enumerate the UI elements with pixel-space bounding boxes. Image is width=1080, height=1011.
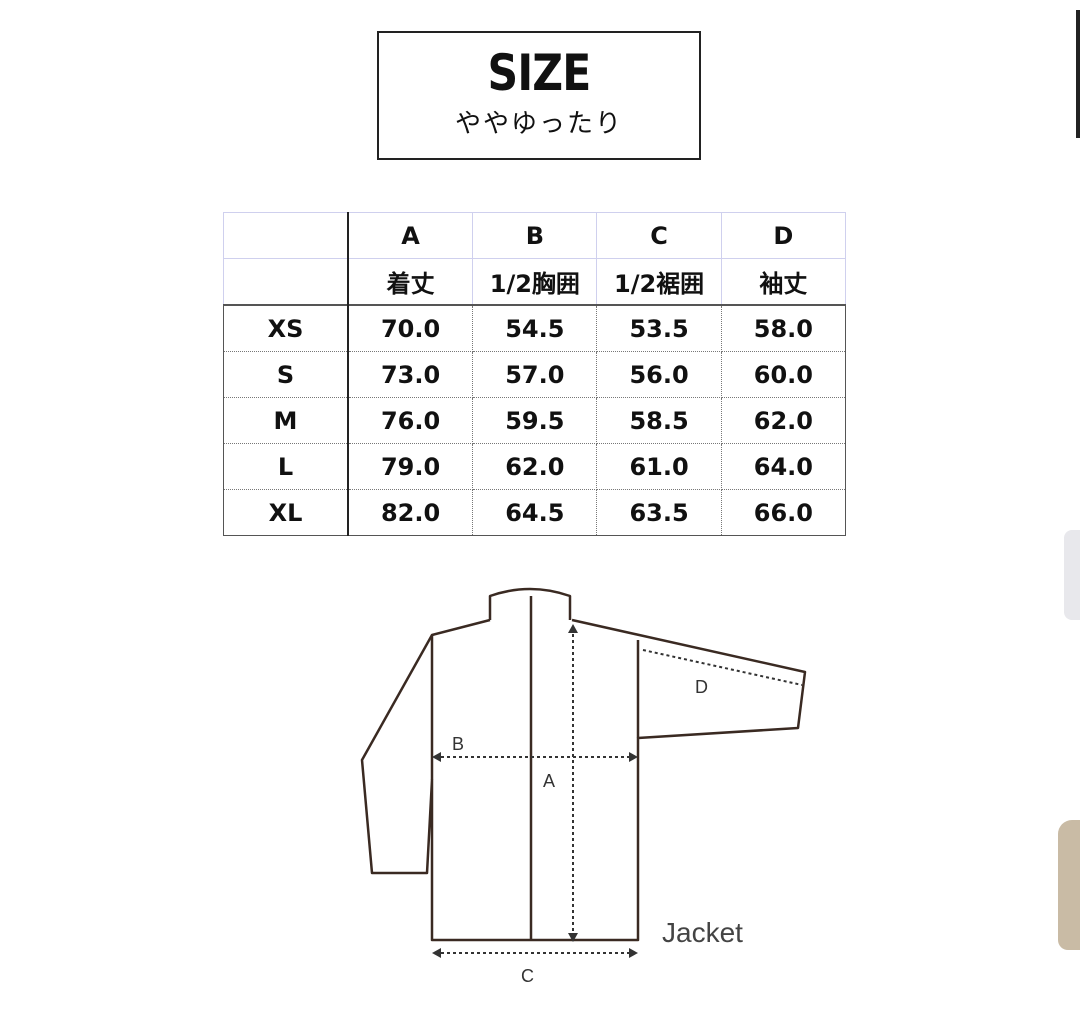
col-label: 1/2胸囲 <box>472 258 598 306</box>
col-letter: C <box>596 212 722 259</box>
label-c: C <box>521 966 534 986</box>
header-row-labels: 着丈 1/2胸囲 1/2裾囲 袖丈 <box>222 258 847 306</box>
value-cell: 76.0 <box>347 397 474 444</box>
value-cell: 57.0 <box>472 351 598 398</box>
table-row: XS 70.0 54.5 53.5 58.0 <box>222 304 847 352</box>
table-row: XL 82.0 64.5 63.5 66.0 <box>222 489 847 536</box>
header-row-letters: A B C D <box>222 212 847 259</box>
value-cell: 58.5 <box>596 397 722 444</box>
col-label: 袖丈 <box>720 258 847 306</box>
value-cell: 56.0 <box>596 351 722 398</box>
value-cell: 62.0 <box>720 397 847 444</box>
measurement-arrows <box>435 628 803 954</box>
label-b: B <box>452 734 464 754</box>
value-cell: 66.0 <box>720 489 847 536</box>
jacket-caption: Jacket <box>662 917 743 948</box>
size-header-box: SIZE ややゆったり <box>377 31 701 160</box>
right-edge-product-photo-beige <box>1058 820 1080 950</box>
col-letter: B <box>472 212 598 259</box>
size-cell: XS <box>222 304 349 352</box>
value-cell: 64.0 <box>720 443 847 490</box>
table-row: L 79.0 62.0 61.0 64.0 <box>222 443 847 490</box>
value-cell: 64.5 <box>472 489 598 536</box>
size-cell: XL <box>222 489 349 536</box>
label-a: A <box>543 771 555 791</box>
size-cell: S <box>222 351 349 398</box>
right-edge-bar <box>1076 10 1080 138</box>
value-cell: 53.5 <box>596 304 722 352</box>
value-cell: 79.0 <box>347 443 474 490</box>
label-d: D <box>695 677 708 697</box>
value-cell: 73.0 <box>347 351 474 398</box>
size-title: SIZE <box>487 44 592 102</box>
table-row: S 73.0 57.0 56.0 60.0 <box>222 351 847 398</box>
size-cell: M <box>222 397 349 444</box>
table-row: M 76.0 59.5 58.5 62.0 <box>222 397 847 444</box>
arrow-d <box>642 649 803 686</box>
value-cell: 70.0 <box>347 304 474 352</box>
value-cell: 60.0 <box>720 351 847 398</box>
value-cell: 62.0 <box>472 443 598 490</box>
value-cell: 63.5 <box>596 489 722 536</box>
right-edge-product-photo-white <box>1064 530 1080 620</box>
value-cell: 54.5 <box>472 304 598 352</box>
col-label: 着丈 <box>347 258 474 306</box>
value-cell: 61.0 <box>596 443 722 490</box>
value-cell: 59.5 <box>472 397 598 444</box>
col-label: 1/2裾囲 <box>596 258 722 306</box>
value-cell: 58.0 <box>720 304 847 352</box>
jacket-outline <box>360 587 807 942</box>
size-table: A B C D 着丈 1/2胸囲 1/2裾囲 袖丈 XS 70.0 54.5 5… <box>222 212 847 536</box>
size-cell: L <box>222 443 349 490</box>
value-cell: 82.0 <box>347 489 474 536</box>
fit-subtitle: ややゆったり <box>454 109 623 139</box>
col-letter: A <box>347 212 474 259</box>
col-letter: D <box>720 212 847 259</box>
